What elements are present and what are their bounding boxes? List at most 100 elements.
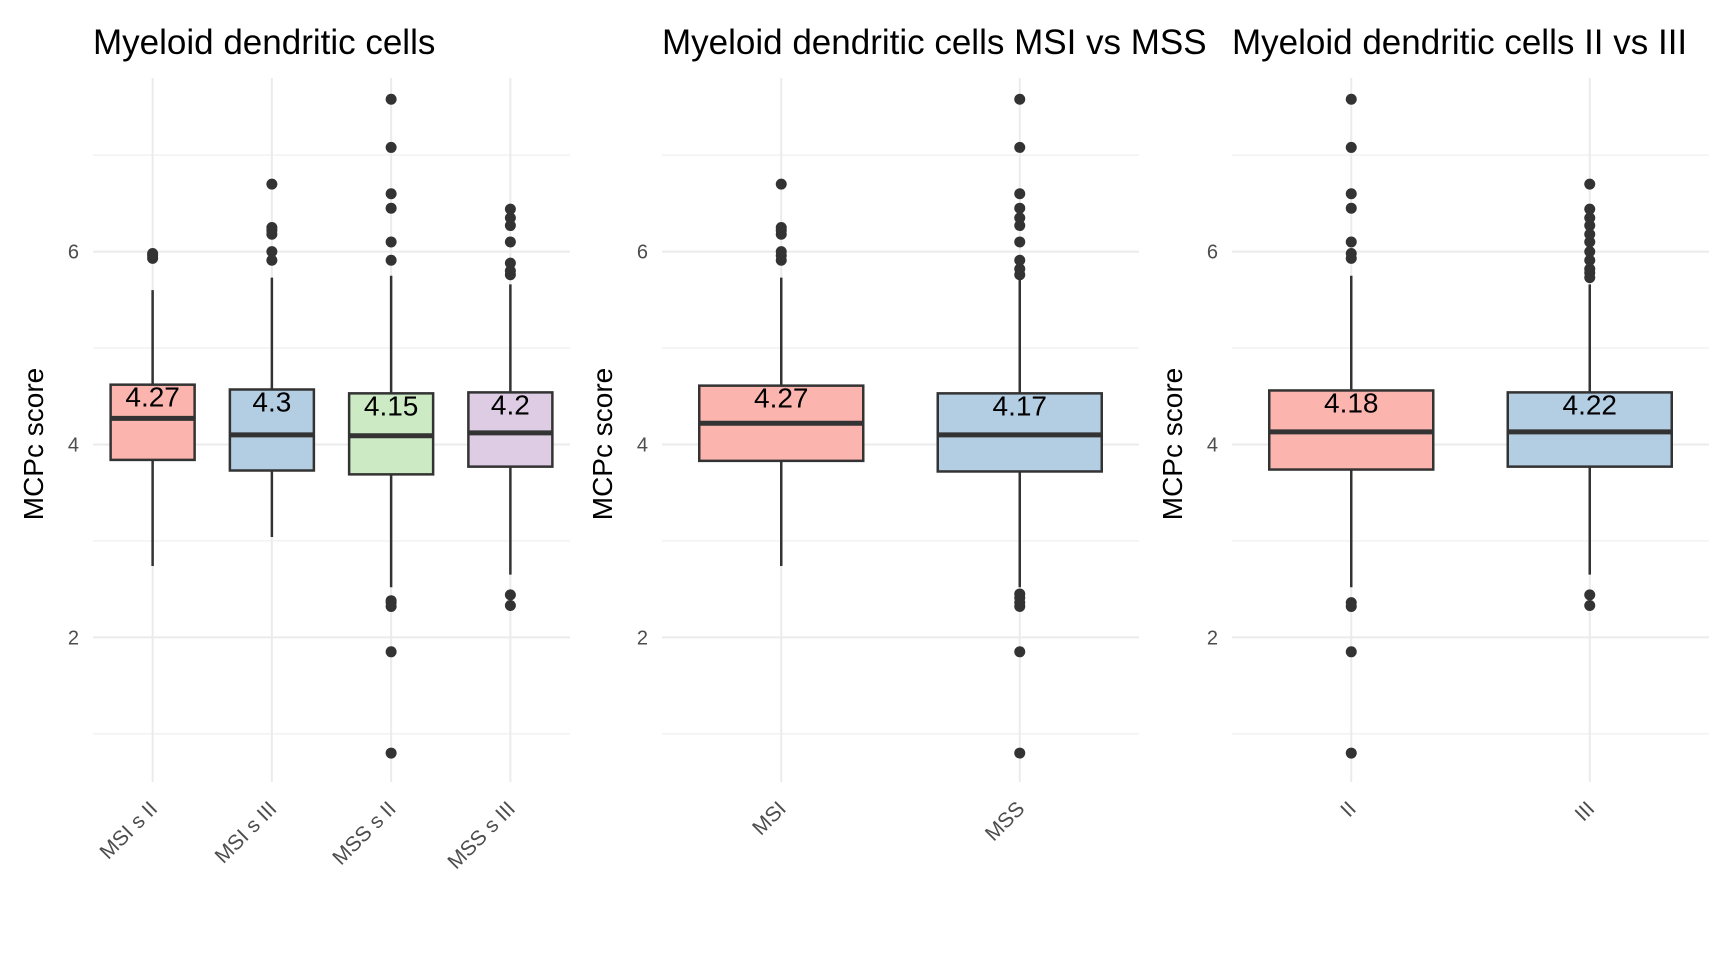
box-group: 4.3: [228, 178, 316, 538]
outlier-point: [385, 236, 397, 248]
panel-2: 2 4 6 MCPc score Myeloid dendritic cells MSI…: [587, 23, 1207, 846]
outlier-point: [385, 141, 397, 153]
outlier-point: [1584, 203, 1596, 215]
outlier-point: [385, 646, 397, 658]
box-group: 4.17: [936, 93, 1103, 759]
outlier-point: [775, 221, 787, 233]
outlier-point: [1345, 646, 1357, 658]
outlier-point: [1345, 188, 1357, 200]
outlier-point: [504, 589, 516, 601]
outlier-point: [504, 203, 516, 215]
outlier-point: [385, 254, 397, 266]
outlier-point: [1584, 212, 1596, 224]
outlier-point: [775, 246, 787, 258]
outlier-point: [1014, 220, 1026, 232]
outlier-point: [385, 93, 397, 105]
outlier-point: [504, 236, 516, 248]
outlier-point: [504, 600, 516, 612]
outlier-point: [1014, 747, 1026, 759]
median-value-label: 4.2: [491, 389, 530, 420]
outlier-point: [385, 747, 397, 759]
outlier-point: [385, 188, 397, 200]
box-iqr: [228, 388, 316, 472]
box-iqr: [109, 383, 196, 462]
outlier-point: [1584, 246, 1596, 258]
box-group: 4.2: [467, 203, 554, 612]
outlier-point: [1345, 202, 1357, 214]
outlier-point: [266, 246, 278, 258]
outlier-point: [266, 254, 278, 266]
y-axis-label: MCPc score: [18, 368, 49, 520]
outlier-point: [1584, 220, 1596, 232]
outlier-point: [1584, 236, 1596, 248]
outlier-point: [1014, 236, 1026, 248]
box-group: 4.22: [1506, 178, 1673, 612]
median-value-label: 4.27: [754, 383, 809, 414]
outlier-point: [1014, 254, 1026, 266]
panel-title: Myeloid dendritic cells MSI vs MSS: [662, 23, 1207, 62]
y-axis-label: MCPc score: [1157, 368, 1188, 520]
median-value-label: 4.18: [1324, 387, 1379, 418]
median-value-label: 4.27: [125, 382, 180, 413]
outlier-point: [1584, 600, 1596, 612]
box-group: 4.18: [1268, 93, 1435, 759]
outlier-point: [1345, 236, 1357, 248]
outlier-point: [1584, 589, 1596, 601]
x-tick-label: MSS s III: [443, 797, 520, 874]
y-tick-label: 4: [68, 434, 79, 456]
outlier-point: [1014, 93, 1026, 105]
panel-title: Myeloid dendritic cells II vs III: [1232, 23, 1687, 62]
outlier-point: [1345, 93, 1357, 105]
outlier-point: [504, 257, 516, 269]
outlier-point: [1345, 141, 1357, 153]
outlier-point: [1345, 747, 1357, 759]
outlier-point: [147, 248, 159, 260]
outlier-point: [1014, 188, 1026, 200]
x-tick-label: II: [1336, 797, 1361, 822]
outlier-point: [1014, 646, 1026, 658]
y-tick-label: 2: [68, 627, 79, 649]
outlier-point: [266, 221, 278, 233]
outlier-point: [775, 178, 787, 190]
outlier-point: [1014, 588, 1026, 600]
x-tick-label: MSS s II: [328, 797, 400, 869]
outlier-point: [1345, 597, 1357, 609]
outlier-point: [504, 220, 516, 232]
x-tick-label: MSI s II: [96, 797, 163, 864]
outlier-point: [504, 212, 516, 224]
median-value-label: 4.22: [1563, 389, 1618, 420]
outlier-point: [385, 202, 397, 214]
outlier-point: [1584, 263, 1596, 275]
outlier-point: [1584, 178, 1596, 190]
outlier-point: [266, 178, 278, 190]
y-tick-label: 6: [68, 242, 79, 264]
outlier-point: [1345, 248, 1357, 260]
y-tick-label: 2: [1207, 627, 1218, 649]
outlier-point: [1014, 202, 1026, 214]
y-tick-label: 4: [637, 434, 648, 456]
outlier-point: [1014, 212, 1026, 224]
box-group: 4.27: [698, 178, 865, 566]
x-tick-label: MSI: [748, 797, 791, 840]
box-group: 4.15: [347, 93, 435, 759]
panel-1: 2 4 6 MCPc score Myeloid dendritic cells MSI …: [18, 23, 570, 874]
box-group: 4.27: [109, 248, 196, 566]
outlier-point: [1014, 141, 1026, 153]
x-tick-label: III: [1571, 797, 1600, 826]
box-iqr: [467, 391, 554, 468]
outlier-point: [1014, 263, 1026, 275]
y-tick-label: 6: [1207, 242, 1218, 264]
median-value-label: 4.3: [252, 386, 291, 417]
y-axis-label: MCPc score: [587, 368, 618, 520]
y-tick-label: 4: [1207, 434, 1218, 456]
outlier-point: [1584, 228, 1596, 240]
x-tick-label: MSS: [981, 797, 1029, 845]
outlier-point: [385, 595, 397, 607]
x-tick-label: MSI s III: [211, 797, 282, 868]
y-tick-label: 2: [637, 627, 648, 649]
panel-3: 2 4 6 MCPc score Myeloid dendritic cells II …: [1157, 23, 1709, 826]
y-tick-label: 6: [637, 242, 648, 264]
outlier-point: [504, 265, 516, 277]
median-value-label: 4.17: [993, 390, 1048, 421]
